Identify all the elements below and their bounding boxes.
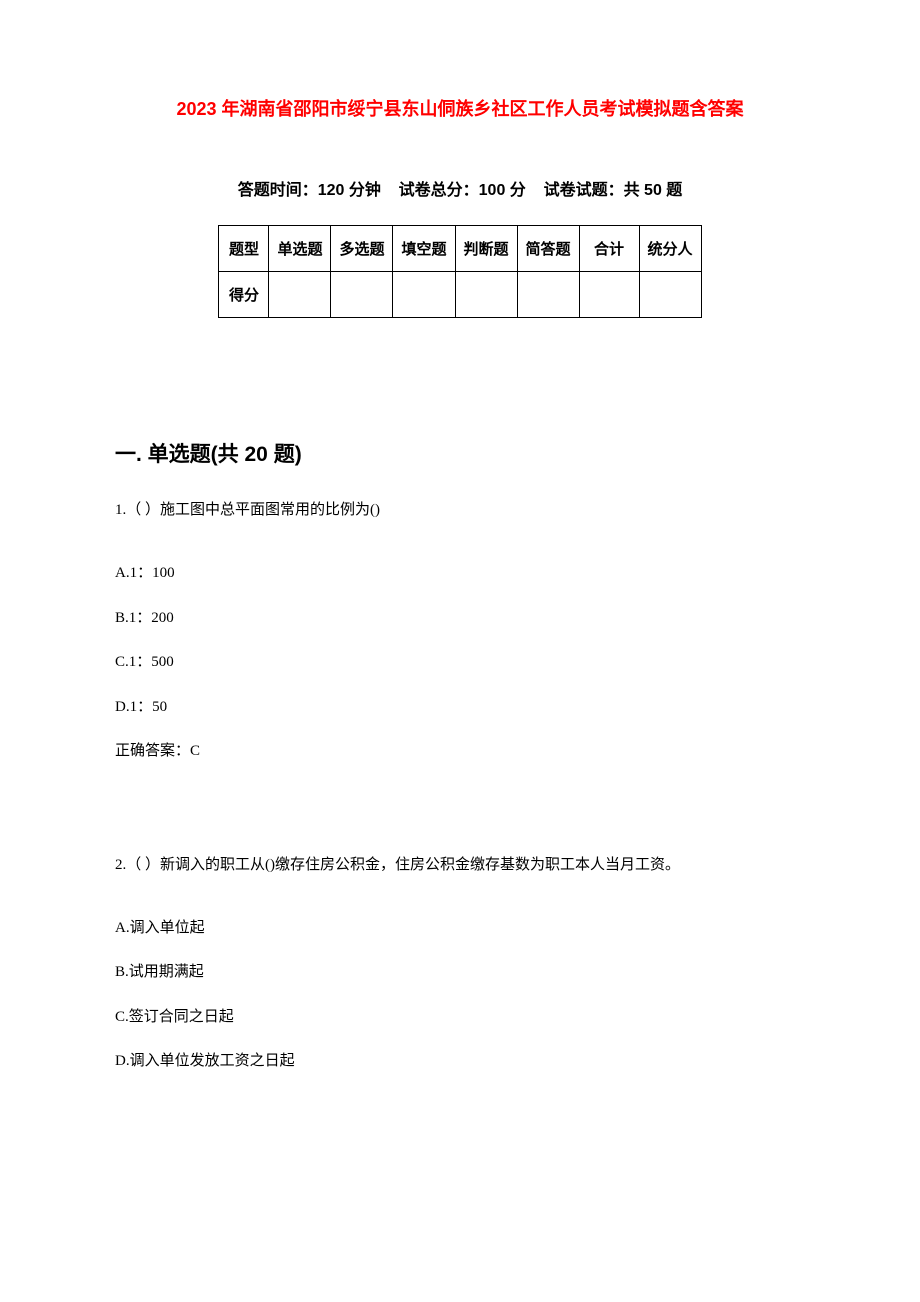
td-short [517,272,579,318]
th-short: 简答题 [517,226,579,272]
q2-option-d: D.调入单位发放工资之日起 [115,1050,805,1073]
count-value: 共 50 题 [624,182,683,199]
th-single: 单选题 [269,226,331,272]
total-label: 试卷总分： [399,182,479,199]
td-single [269,272,331,318]
th-multi: 多选题 [331,226,393,272]
q1-option-c: C.1：500 [115,651,805,674]
q2-option-c: C.签订合同之日起 [115,1006,805,1029]
td-scorer [639,272,701,318]
section-1-header: 一. 单选题(共 20 题) [115,438,805,468]
q1-option-d: D.1：50 [115,696,805,719]
q1-answer: 正确答案：C [115,740,805,763]
q2-body: （ ）新调入的职工从()缴存住房公积金，住房公积金缴存基数为职工本人当月工资。 [126,857,680,873]
total-value: 100 分 [479,182,526,199]
q1-number: 1. [115,502,126,518]
th-total: 合计 [579,226,639,272]
exam-info-bar: 答题时间：120 分钟 试卷总分：100 分 试卷试题：共 50 题 [115,176,805,200]
td-judge [455,272,517,318]
th-scorer: 统分人 [639,226,701,272]
q2-option-b: B.试用期满起 [115,961,805,984]
th-type: 题型 [219,226,269,272]
exam-title: 2023 年湖南省邵阳市绥宁县东山侗族乡社区工作人员考试模拟题含答案 [115,95,805,121]
question-1-text: 1.（ ）施工图中总平面图常用的比例为() [115,498,805,522]
question-2: 2.（ ）新调入的职工从()缴存住房公积金，住房公积金缴存基数为职工本人当月工资… [115,853,805,1073]
count-label: 试卷试题： [544,182,624,199]
q2-option-a: A.调入单位起 [115,917,805,940]
q1-option-b: B.1：200 [115,607,805,630]
table-score-row: 得分 [219,272,701,318]
question-2-text: 2.（ ）新调入的职工从()缴存住房公积金，住房公积金缴存基数为职工本人当月工资… [115,853,805,877]
q2-number: 2. [115,857,126,873]
time-value: 120 分钟 [318,182,381,199]
td-total [579,272,639,318]
table-header-row: 题型 单选题 多选题 填空题 判断题 简答题 合计 统分人 [219,226,701,272]
q1-body: （ ）施工图中总平面图常用的比例为() [126,502,380,518]
td-multi [331,272,393,318]
q1-option-a: A.1：100 [115,562,805,585]
td-blank [393,272,455,318]
time-label: 答题时间： [238,182,318,199]
td-score-label: 得分 [219,272,269,318]
th-blank: 填空题 [393,226,455,272]
question-1: 1.（ ）施工图中总平面图常用的比例为() A.1：100 B.1：200 C.… [115,498,805,763]
score-table: 题型 单选题 多选题 填空题 判断题 简答题 合计 统分人 得分 [218,225,701,318]
th-judge: 判断题 [455,226,517,272]
